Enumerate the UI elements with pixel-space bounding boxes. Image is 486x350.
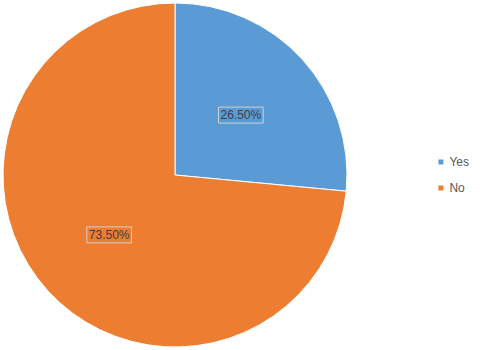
svg-text:Yes: Yes (449, 155, 469, 169)
svg-text:73.50%: 73.50% (89, 228, 130, 242)
svg-text:26.50%: 26.50% (220, 108, 261, 122)
svg-text:No: No (449, 181, 465, 195)
